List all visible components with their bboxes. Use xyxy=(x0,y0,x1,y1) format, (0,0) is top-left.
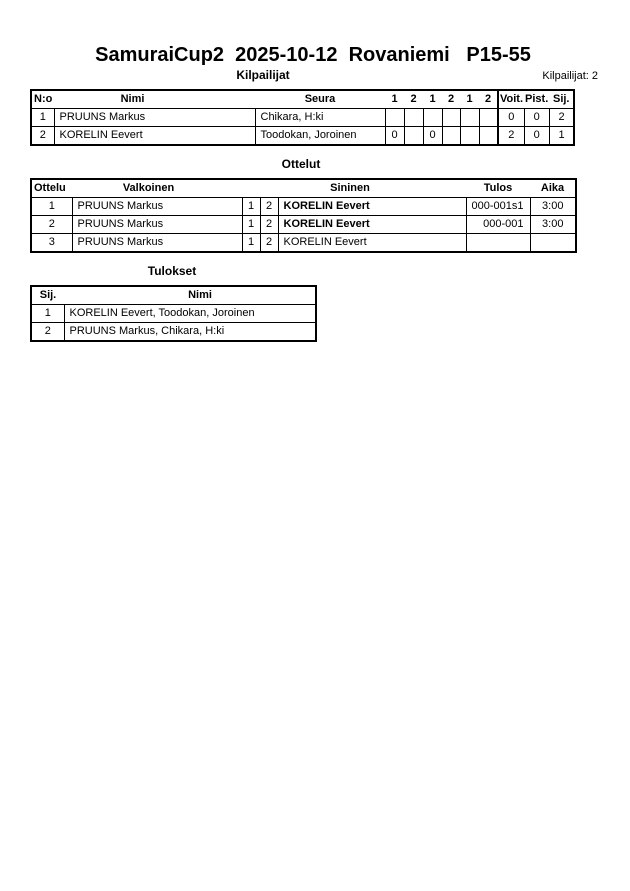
round-score xyxy=(478,108,499,127)
col-header-round-6: 2 xyxy=(479,90,498,109)
round-score xyxy=(459,126,480,146)
col-header-round-1: 1 xyxy=(385,90,404,109)
round-score xyxy=(441,126,461,146)
col-header-seura: Seura xyxy=(255,90,385,109)
white-competitor: PRUUNS Markus xyxy=(71,233,243,253)
match-result: 000-001 xyxy=(465,215,531,234)
match-time: 3:00 xyxy=(529,197,577,216)
table-row: 2 PRUUNS Markus, Chikara, H:ki xyxy=(30,322,317,342)
table-row: 1 KORELIN Eevert, Toodokan, Joroinen xyxy=(30,304,317,323)
col-header-blue-score xyxy=(260,179,278,198)
col-header-sininen: Sininen xyxy=(278,179,466,198)
col-header-valkoinen: Valkoinen xyxy=(72,179,242,198)
col-header-sij: Sij. xyxy=(549,90,575,109)
col-header-white-score xyxy=(242,179,260,198)
round-score: 0 xyxy=(384,126,405,146)
match-number: 2 xyxy=(30,215,73,234)
competitor-name: PRUUNS Markus xyxy=(53,108,256,127)
blue-competitor: KORELIN Eevert xyxy=(277,197,467,216)
section-heading-kilpailijat: Kilpailijat xyxy=(236,68,290,82)
col-header-no: N:o xyxy=(31,90,54,109)
col-header-nimi: Nimi xyxy=(64,286,316,305)
competitor-club: Chikara, H:ki xyxy=(254,108,386,127)
col-header-voit: Voit. xyxy=(496,90,525,109)
white-score: 1 xyxy=(241,197,261,216)
table-row: 2 PRUUNS Markus 1 2 KORELIN Eevert 000-0… xyxy=(30,215,577,234)
placement-value: 2 xyxy=(548,108,575,127)
blue-competitor: KORELIN Eevert xyxy=(277,233,467,253)
round-score xyxy=(478,126,499,146)
placement-value: 1 xyxy=(548,126,575,146)
page-title: SamuraiCup2 2025-10-12 Rovaniemi P15-55 xyxy=(95,44,531,66)
points-value: 0 xyxy=(523,108,550,127)
ottelut-table: Ottelu Valkoinen Sininen Tulos Aika 1 PR… xyxy=(30,178,577,253)
col-header-nimi: Nimi xyxy=(54,90,255,109)
competitor-number: 2 xyxy=(30,126,55,146)
tulokset-header-row: Sij. Nimi xyxy=(31,286,316,305)
match-number: 3 xyxy=(30,233,73,253)
section-heading-ottelut: Ottelut xyxy=(281,157,321,171)
col-header-round-2: 2 xyxy=(404,90,423,109)
round-score xyxy=(459,108,480,127)
round-score xyxy=(403,108,424,127)
tulokset-table: Sij. Nimi 1 KORELIN Eevert, Toodokan, Jo… xyxy=(30,285,317,342)
col-header-sij: Sij. xyxy=(31,286,64,305)
col-header-tulos: Tulos xyxy=(466,179,530,198)
placement-value: 2 xyxy=(30,322,65,342)
placement-value: 1 xyxy=(30,304,65,323)
blue-score: 2 xyxy=(259,197,279,216)
round-score: 0 xyxy=(422,126,443,146)
match-time: 3:00 xyxy=(529,215,577,234)
blue-score: 2 xyxy=(259,233,279,253)
col-header-round-4: 2 xyxy=(442,90,460,109)
round-score xyxy=(384,108,405,127)
match-result xyxy=(465,233,531,253)
white-score: 1 xyxy=(241,215,261,234)
white-competitor: PRUUNS Markus xyxy=(71,197,243,216)
match-time xyxy=(529,233,577,253)
table-row: 2 KORELIN Eevert Toodokan, Joroinen 0 0 … xyxy=(30,126,575,146)
section-heading-tulokset: Tulokset xyxy=(147,264,197,278)
blue-score: 2 xyxy=(259,215,279,234)
placed-competitor: KORELIN Eevert, Toodokan, Joroinen xyxy=(63,304,317,323)
wins-value: 2 xyxy=(496,126,525,146)
competitor-name: KORELIN Eevert xyxy=(53,126,256,146)
table-row: 1 PRUUNS Markus 1 2 KORELIN Eevert 000-0… xyxy=(30,197,577,216)
kilpailijat-header-row: N:o Nimi Seura 1 2 1 2 1 2 Voit. Pist. S… xyxy=(31,90,575,109)
ottelut-header-row: Ottelu Valkoinen Sininen Tulos Aika xyxy=(31,179,576,198)
col-header-aika: Aika xyxy=(530,179,576,198)
placed-competitor: PRUUNS Markus, Chikara, H:ki xyxy=(63,322,317,342)
table-row: 1 PRUUNS Markus Chikara, H:ki 0 0 2 xyxy=(30,108,575,127)
blue-competitor: KORELIN Eevert xyxy=(277,215,467,234)
points-value: 0 xyxy=(523,126,550,146)
round-score xyxy=(403,126,424,146)
kilpailijat-table: N:o Nimi Seura 1 2 1 2 1 2 Voit. Pist. S… xyxy=(30,89,576,146)
wins-value: 0 xyxy=(496,108,525,127)
col-header-round-3: 1 xyxy=(423,90,442,109)
col-header-round-5: 1 xyxy=(460,90,479,109)
competitor-number: 1 xyxy=(30,108,55,127)
white-competitor: PRUUNS Markus xyxy=(71,215,243,234)
round-score xyxy=(441,108,461,127)
table-row: 3 PRUUNS Markus 1 2 KORELIN Eevert xyxy=(30,233,577,253)
white-score: 1 xyxy=(241,233,261,253)
match-number: 1 xyxy=(30,197,73,216)
match-result: 000-001s1 xyxy=(465,197,531,216)
col-header-ottelu: Ottelu xyxy=(31,179,72,198)
competitors-count-label: Kilpailijat: 2 xyxy=(542,70,598,82)
competitor-club: Toodokan, Joroinen xyxy=(254,126,386,146)
round-score xyxy=(422,108,443,127)
col-header-pist: Pist. xyxy=(524,90,550,109)
